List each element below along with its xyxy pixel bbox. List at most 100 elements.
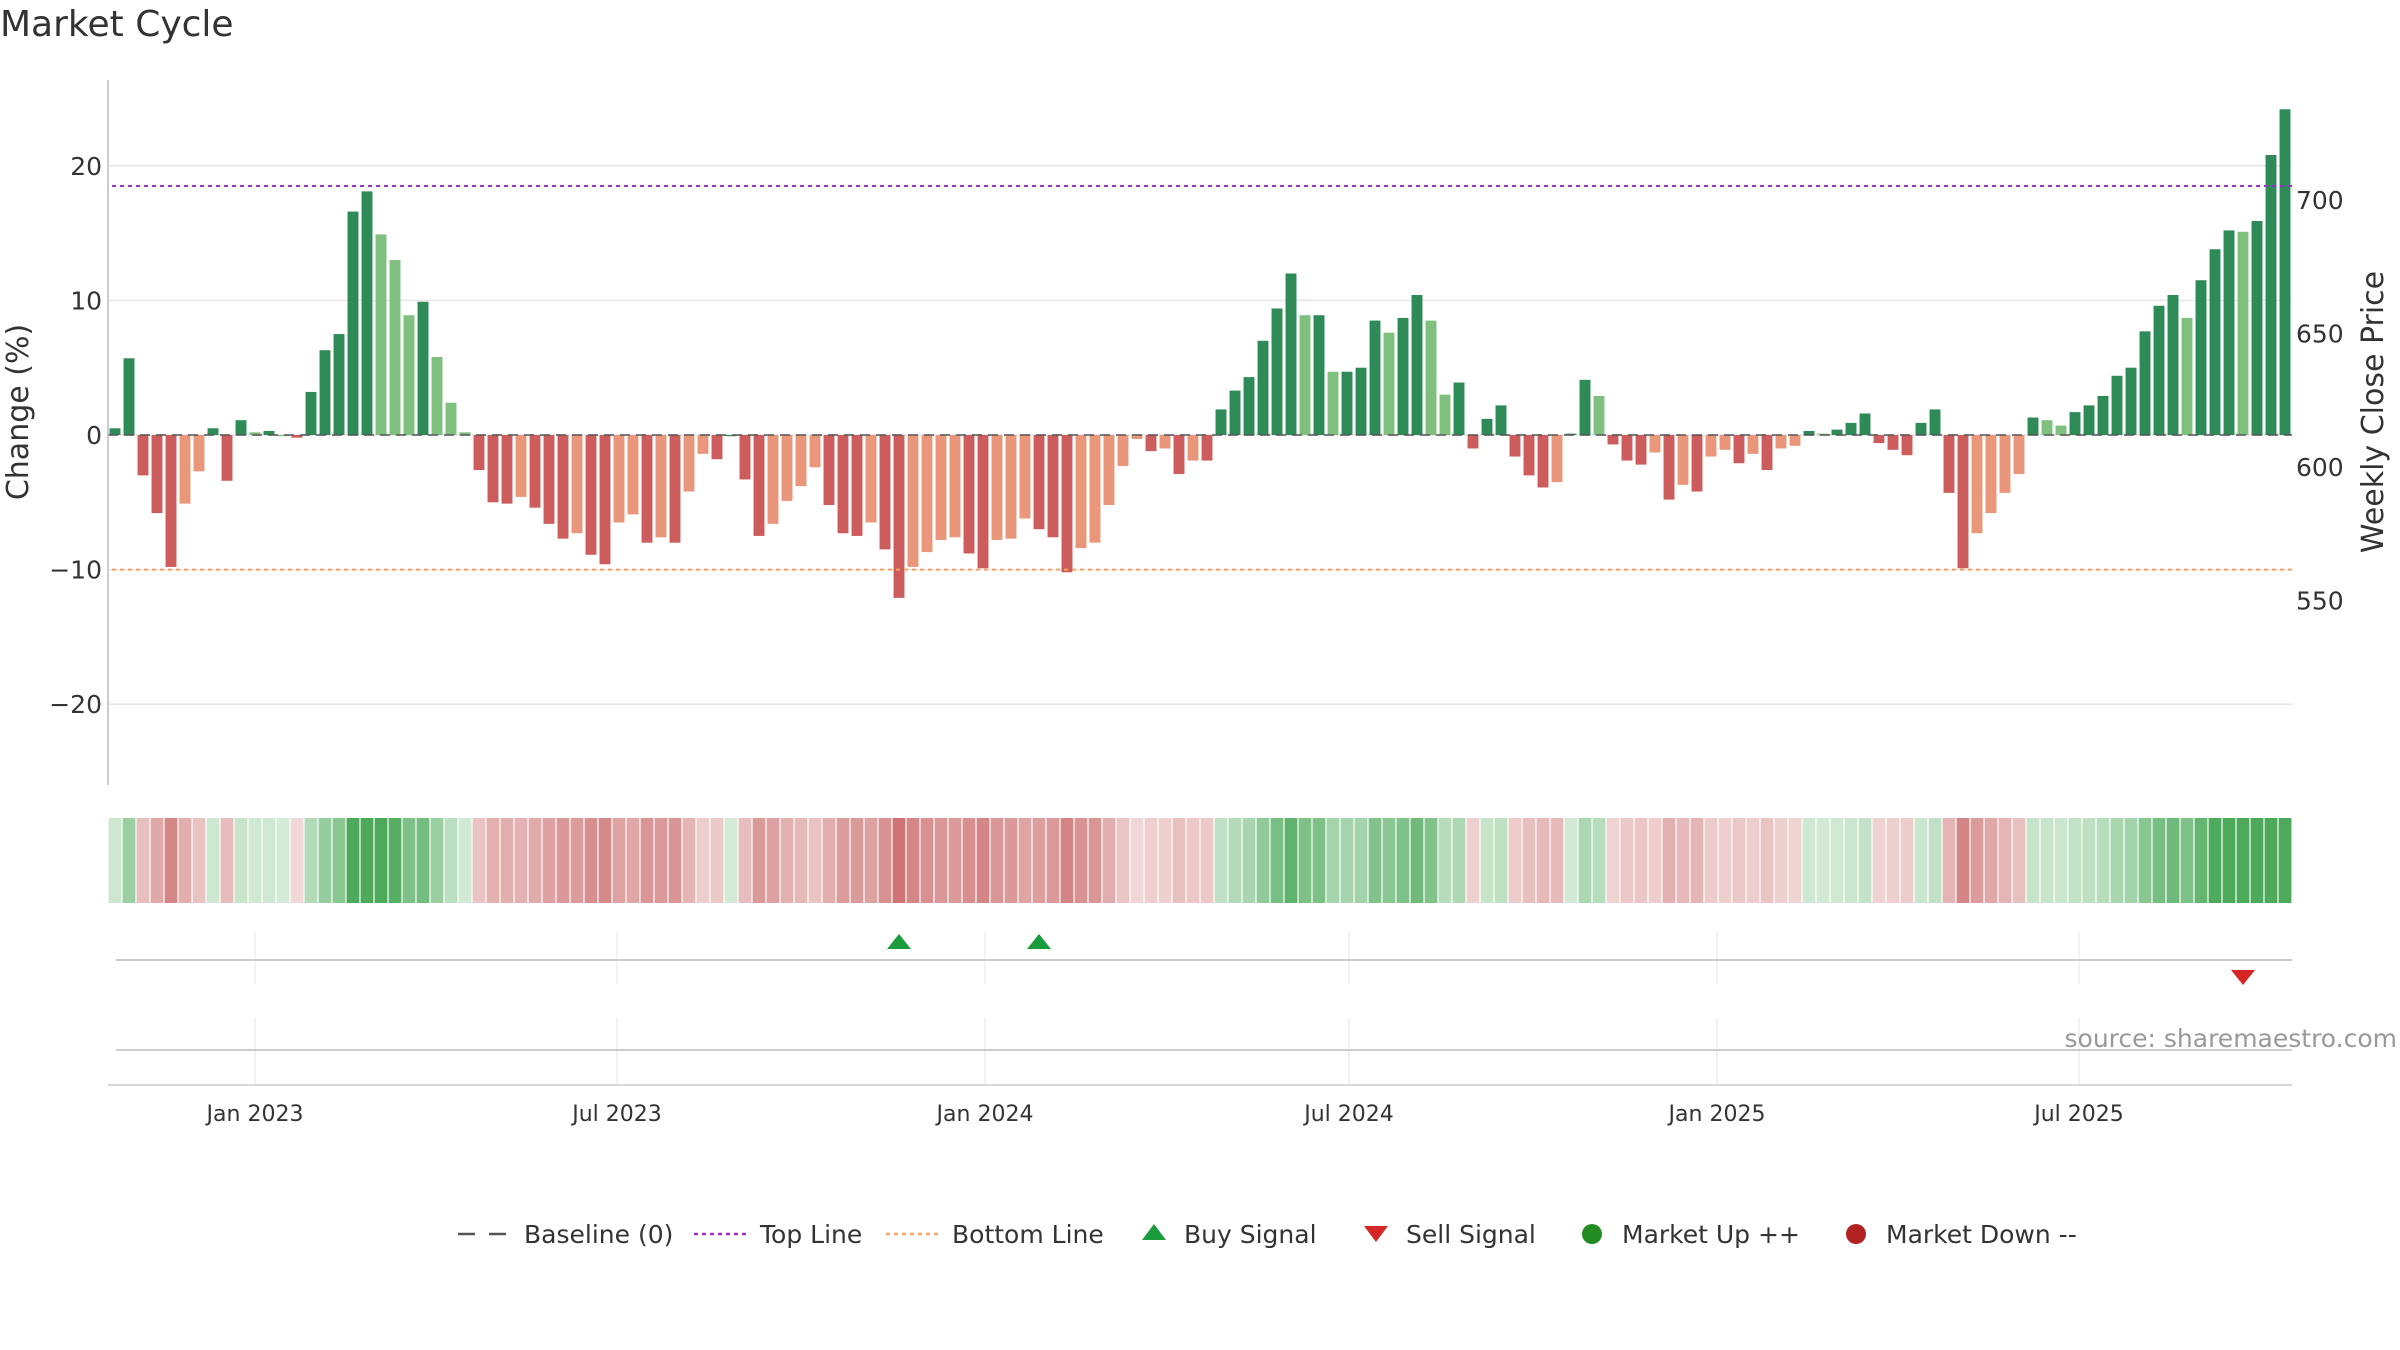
heat-cell <box>1186 818 1200 903</box>
bar <box>1075 435 1087 549</box>
bar <box>1593 395 1605 435</box>
heat-cell <box>612 818 626 903</box>
bar <box>1873 435 1885 444</box>
legend-label: Buy Signal <box>1184 1220 1317 1249</box>
heat-cell <box>1480 818 1494 903</box>
heat-cell <box>1060 818 1074 903</box>
bar <box>879 435 891 550</box>
heat-cell <box>1298 818 1312 903</box>
bar <box>305 391 317 435</box>
heat-cell <box>1494 818 1508 903</box>
heat-cell <box>808 818 822 903</box>
heat-cell <box>2096 818 2110 903</box>
bar <box>1677 435 1689 485</box>
bar <box>557 435 569 539</box>
bar <box>1341 371 1353 435</box>
bar <box>1803 430 1815 435</box>
heat-cell <box>2026 818 2040 903</box>
bar <box>1439 394 1451 435</box>
bar <box>1845 422 1857 435</box>
bar <box>501 435 513 504</box>
bar <box>249 432 261 435</box>
legend-item: Sell Signal <box>1364 1220 1536 1249</box>
bar <box>725 435 737 437</box>
bar <box>1187 435 1199 461</box>
legend-item: Buy Signal <box>1142 1220 1317 1249</box>
heat-cell <box>1284 818 1298 903</box>
heat-strip <box>108 818 2292 903</box>
bar <box>529 435 541 508</box>
bar <box>1173 435 1185 475</box>
heat-cell <box>1032 818 1046 903</box>
chart-title: Market Cycle <box>0 4 234 45</box>
legend-sell-triangle-icon <box>1364 1226 1388 1242</box>
heat-cell <box>1886 818 1900 903</box>
heat-cell <box>850 818 864 903</box>
x-tick-label: Jan 2023 <box>205 1102 304 1127</box>
x-tick-label: Jul 2023 <box>570 1102 662 1127</box>
heat-cell <box>1172 818 1186 903</box>
signals-panel <box>116 932 2292 985</box>
bar <box>221 435 233 481</box>
y-tick-label: 0 <box>86 421 102 450</box>
bar <box>1901 435 1913 456</box>
heat-cell <box>402 818 416 903</box>
heat-cell <box>1788 818 1802 903</box>
bar <box>1369 320 1381 435</box>
legend-label: Top Line <box>759 1220 862 1249</box>
bar <box>641 435 653 543</box>
heat-cell <box>794 818 808 903</box>
legend: Baseline (0) Top Line Bottom Line Buy Signa… <box>458 1220 2077 1249</box>
heat-cell <box>514 818 528 903</box>
heat-cell <box>1368 818 1382 903</box>
heat-cell <box>1214 818 1228 903</box>
heat-cell <box>724 818 738 903</box>
bar <box>655 435 667 538</box>
heat-cell <box>1620 818 1634 903</box>
heat-cell <box>1900 818 1914 903</box>
heat-cell <box>1690 818 1704 903</box>
bar <box>1915 422 1927 435</box>
heat-cell <box>906 818 920 903</box>
bar <box>1397 317 1409 435</box>
bar <box>2223 230 2235 435</box>
bar <box>1551 435 1563 483</box>
legend-label: Market Down -- <box>1886 1220 2077 1249</box>
bar <box>851 435 863 536</box>
heat-cell <box>1648 818 1662 903</box>
heat-cell <box>752 818 766 903</box>
bar <box>1383 332 1395 435</box>
bar <box>1957 435 1969 569</box>
heat-cell <box>1102 818 1116 903</box>
heat-cell <box>2138 818 2152 903</box>
bar <box>1131 435 1143 440</box>
y-tick-label: 10 <box>70 286 102 315</box>
heat-cell <box>626 818 640 903</box>
bar <box>1691 435 1703 492</box>
bar <box>431 356 443 435</box>
heat-cell <box>2124 818 2138 903</box>
heat-cell <box>990 818 1004 903</box>
heat-cell <box>640 818 654 903</box>
heat-cell <box>1144 818 1158 903</box>
bar <box>1747 435 1759 454</box>
buy-signal-marker <box>1027 934 1051 949</box>
buy-signal-marker <box>887 934 911 949</box>
heat-cell <box>1634 818 1648 903</box>
y2-tick-label: 600 <box>2296 453 2344 482</box>
heat-cell <box>1872 818 1886 903</box>
heat-cell <box>430 818 444 903</box>
bar <box>2153 305 2165 435</box>
bar <box>291 435 303 438</box>
heat-cell <box>1158 818 1172 903</box>
heat-cell <box>2110 818 2124 903</box>
bar <box>893 435 905 598</box>
legend-market-up-circle-icon <box>1582 1224 1602 1244</box>
heat-cell <box>2264 818 2278 903</box>
bar <box>753 435 765 536</box>
bar <box>711 435 723 460</box>
bar <box>585 435 597 555</box>
bar <box>543 435 555 524</box>
bar <box>2167 295 2179 435</box>
heat-cell <box>836 818 850 903</box>
